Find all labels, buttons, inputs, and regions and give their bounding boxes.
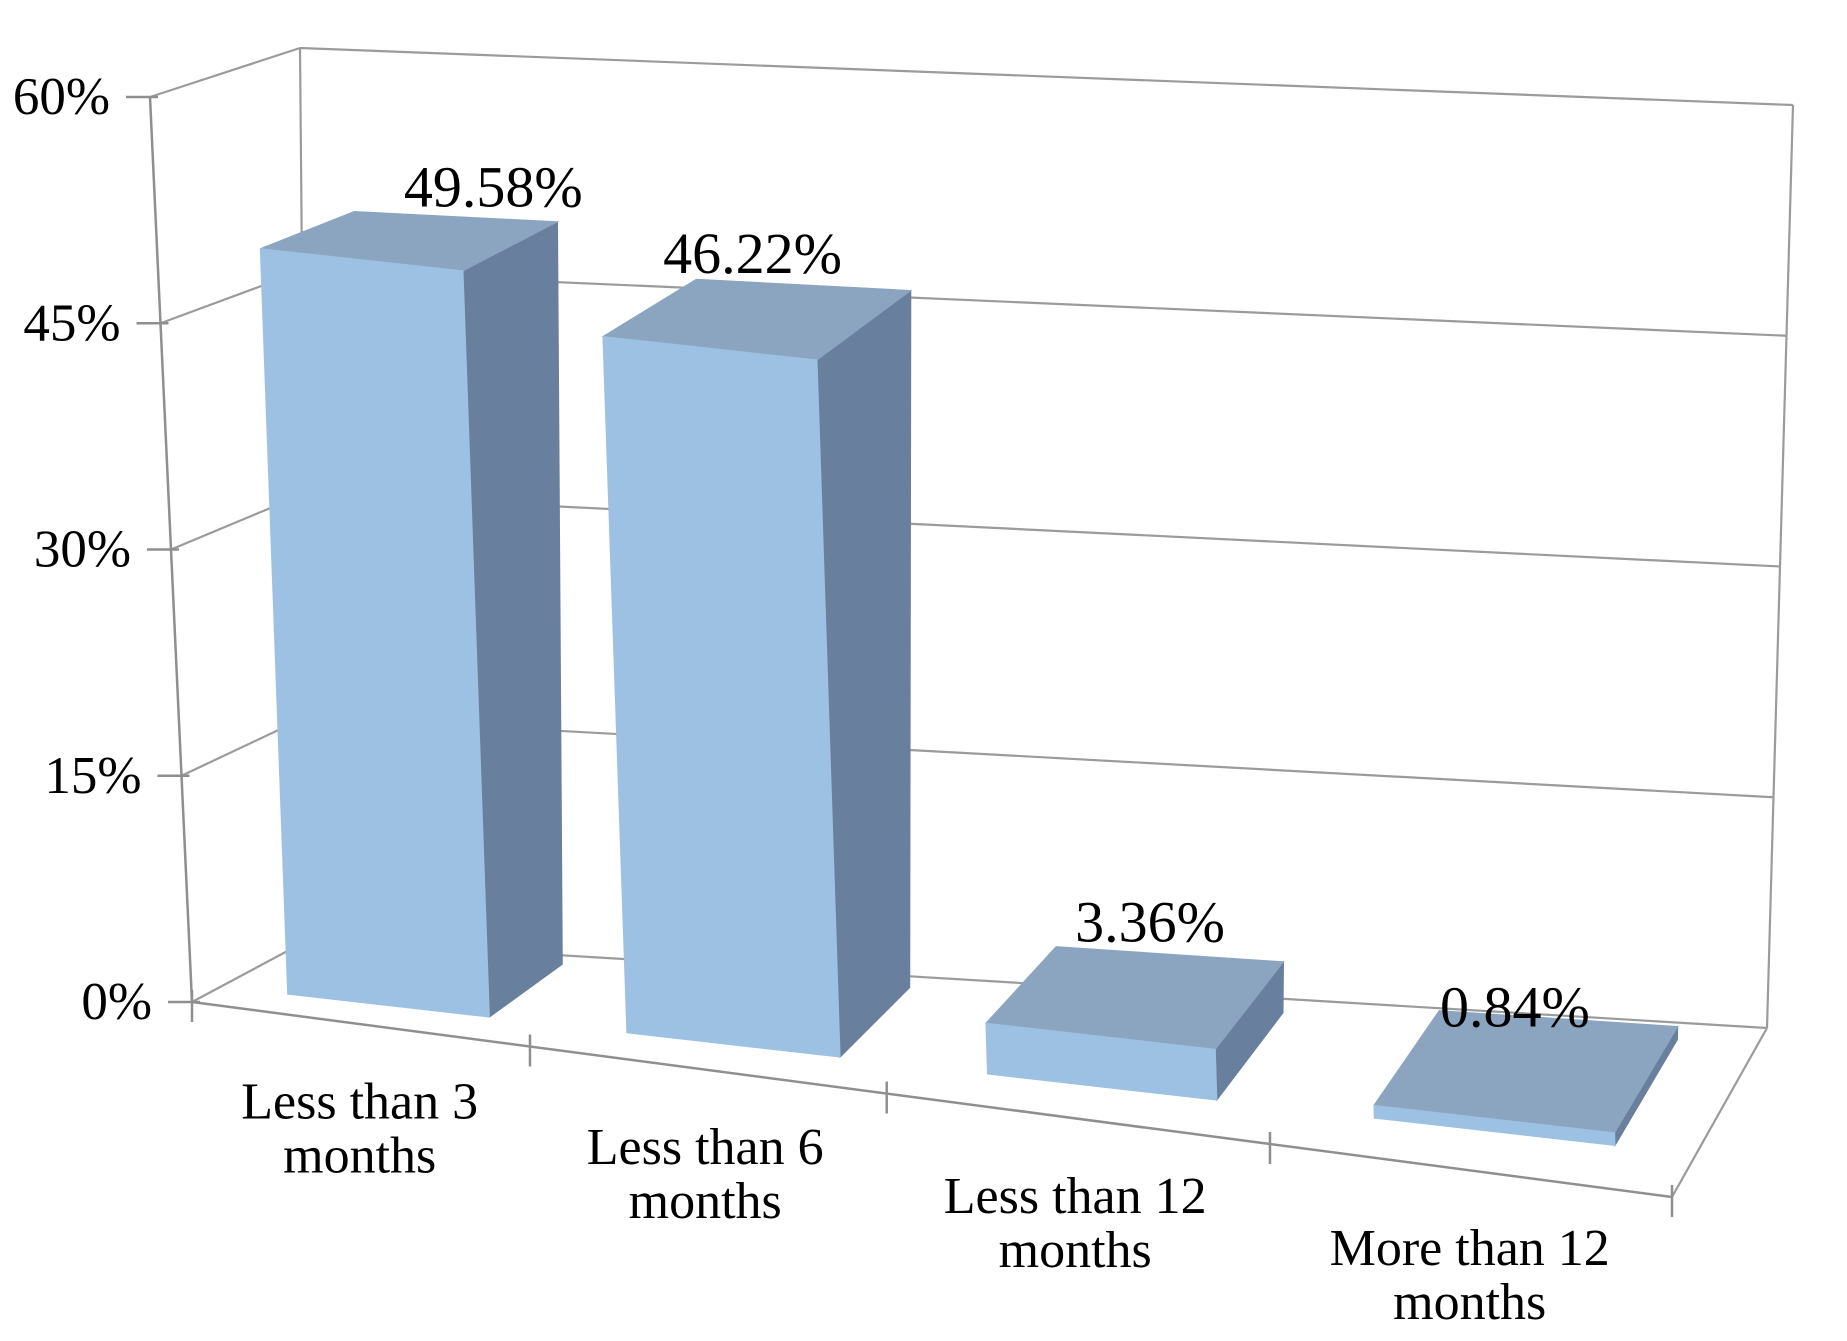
x-axis-category-label-line2: months	[629, 1173, 782, 1230]
y-axis-tick-label: 30%	[34, 521, 131, 579]
x-axis-category-label-line1: More than 12	[1330, 1220, 1610, 1277]
y-axis-tick-label: 15%	[44, 747, 141, 805]
bar-data-label: 49.58%	[404, 155, 583, 220]
bar-data-label: 3.36%	[1075, 890, 1225, 955]
y-axis-tick-label: 0%	[81, 973, 152, 1031]
y-axis-line	[148, 96, 194, 1003]
back-wall-right-edge	[1765, 104, 1795, 1029]
bar-front-face-3	[1373, 1104, 1616, 1147]
bar-data-label: 0.84%	[1440, 974, 1590, 1039]
x-axis-category-label-line2: months	[1393, 1274, 1546, 1331]
x-axis-category-label-line2: months	[999, 1222, 1152, 1279]
gridline-depth-60%	[149, 46, 301, 99]
bar-front-face-2	[985, 1022, 1218, 1101]
x-axis-category-label-line1: Less than 12	[944, 1168, 1207, 1225]
x-axis-category-label-line1: Less than 6	[587, 1119, 824, 1176]
floor-right-edge	[1671, 1027, 1768, 1198]
category-axis-line	[191, 1000, 1673, 1199]
x-axis-category-label-line2: months	[283, 1128, 436, 1185]
y-axis-tick-label: 60%	[13, 68, 110, 126]
bar-front-face-1	[602, 335, 841, 1058]
bar-front-face-0	[259, 248, 490, 1018]
x-axis-category-label-line1: Less than 3	[241, 1074, 478, 1131]
gridline-60%	[299, 46, 1794, 107]
y-axis-tick-label: 45%	[23, 294, 120, 352]
bar-data-label: 46.22%	[663, 221, 842, 286]
